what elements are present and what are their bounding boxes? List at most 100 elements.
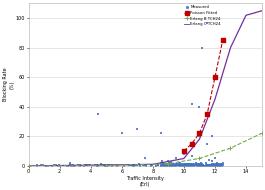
Point — [173, 164, 177, 167]
Point — [169, 164, 173, 167]
Point — [196, 163, 200, 166]
Point — [175, 163, 179, 166]
Point — [218, 163, 222, 166]
Point — [161, 164, 166, 167]
Point — [171, 163, 176, 166]
Point — [68, 161, 72, 164]
Point — [205, 142, 209, 145]
Point — [164, 164, 168, 167]
Point — [170, 164, 174, 167]
Point — [194, 163, 198, 166]
Point — [196, 163, 201, 166]
Point — [71, 163, 75, 166]
Point — [200, 46, 205, 49]
Point — [185, 164, 189, 167]
Point — [175, 164, 179, 167]
Point — [217, 163, 222, 166]
Point — [169, 164, 173, 167]
Point — [220, 161, 225, 164]
Legend: Measured, Poisson Fitted, Erlang B TCH24, Erlang C TCH24: Measured, Poisson Fitted, Erlang B TCH24… — [184, 6, 221, 26]
Point — [96, 164, 100, 167]
Point — [220, 39, 225, 42]
Point — [169, 164, 173, 167]
Point — [174, 164, 178, 167]
Point — [44, 164, 48, 167]
Point — [197, 164, 202, 167]
Point — [189, 162, 193, 165]
Point — [162, 164, 166, 167]
Point — [163, 163, 167, 166]
Point — [131, 164, 135, 167]
Point — [185, 164, 189, 167]
Point — [201, 164, 205, 167]
Point — [159, 164, 164, 167]
Point — [181, 164, 185, 167]
Point — [163, 163, 167, 166]
Point — [160, 164, 164, 167]
Point — [175, 164, 179, 167]
Point — [159, 163, 164, 166]
Point — [176, 164, 180, 167]
Point — [173, 164, 177, 167]
Point — [210, 159, 214, 162]
Point — [195, 164, 199, 167]
Point — [212, 163, 216, 166]
Point — [214, 164, 218, 167]
Point — [219, 164, 223, 167]
Point — [168, 164, 172, 167]
Point — [198, 163, 202, 166]
Point — [168, 164, 172, 167]
Point — [206, 164, 210, 167]
Point — [76, 164, 80, 167]
Point — [169, 163, 174, 166]
Point — [185, 164, 189, 167]
Point — [174, 164, 178, 167]
Point — [186, 164, 190, 167]
Point — [166, 164, 170, 167]
Point — [78, 164, 82, 167]
Point — [197, 163, 201, 166]
Point — [183, 164, 188, 167]
Point — [195, 164, 200, 167]
Point — [209, 164, 213, 167]
Point — [196, 164, 200, 167]
Point — [192, 164, 197, 167]
Point — [213, 164, 218, 167]
Point — [200, 164, 204, 167]
Point — [208, 164, 213, 167]
Point — [166, 163, 170, 166]
Point — [168, 163, 172, 166]
Point — [179, 164, 183, 167]
Point — [99, 163, 103, 166]
Point — [68, 164, 72, 167]
Point — [200, 164, 204, 167]
Point — [190, 164, 195, 167]
Point — [110, 164, 114, 167]
Point — [143, 157, 147, 160]
Point — [178, 162, 182, 165]
Point — [178, 164, 182, 167]
Point — [212, 163, 216, 166]
Point — [54, 164, 58, 167]
Point — [185, 163, 189, 166]
Point — [134, 164, 139, 167]
Point — [161, 164, 165, 167]
Point — [217, 164, 222, 167]
Point — [196, 163, 200, 166]
Point — [197, 164, 201, 167]
Point — [215, 164, 219, 167]
Point — [218, 164, 222, 167]
Point — [69, 164, 73, 167]
Point — [179, 164, 183, 167]
Point — [183, 164, 188, 167]
Point — [166, 164, 170, 167]
Point — [205, 164, 209, 167]
Point — [169, 164, 173, 167]
Point — [187, 164, 191, 167]
Point — [158, 132, 163, 135]
Point — [175, 163, 179, 166]
Point — [216, 164, 220, 167]
Point — [198, 164, 202, 167]
Point — [182, 164, 186, 167]
Point — [70, 164, 74, 167]
